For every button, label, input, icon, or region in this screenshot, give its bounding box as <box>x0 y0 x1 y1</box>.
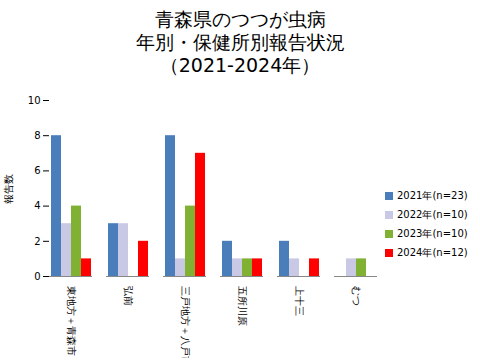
html-text:2022年(n=10): 2022年(n=10) <box>397 209 468 220</box>
svg-text:三戸地方＋八戸市: 三戸地方＋八戸市 <box>180 286 191 359</box>
svg-text:弘前: 弘前 <box>123 286 134 306</box>
svg-text:上十三: 上十三 <box>294 286 305 316</box>
svg-text:8: 8 <box>34 130 40 141</box>
svg-text:東地方＋青森市: 東地方＋青森市 <box>66 286 77 356</box>
html-text:2024年(n=12): 2024年(n=12) <box>397 247 468 258</box>
svg-text:6: 6 <box>34 165 40 176</box>
svg-text:0: 0 <box>34 271 40 282</box>
html-text:2023年(n=10): 2023年(n=10) <box>397 228 468 239</box>
html-text:青森県のつつが虫病 年別・保健所別報告状況 （2021-20: 青森県のつつが虫病 年別・保健所別報告状況 （2021-2024年） <box>135 8 345 77</box>
svg-text:報告数: 報告数 <box>3 174 14 204</box>
svg-text:2: 2 <box>34 236 40 247</box>
svg-text:10: 10 <box>28 95 41 106</box>
svg-text:五所川原: 五所川原 <box>237 286 248 326</box>
svg-text:4: 4 <box>34 200 40 211</box>
svg-text:むつ: むつ <box>351 286 362 306</box>
html-text:2021年(n=23): 2021年(n=23) <box>397 190 468 201</box>
